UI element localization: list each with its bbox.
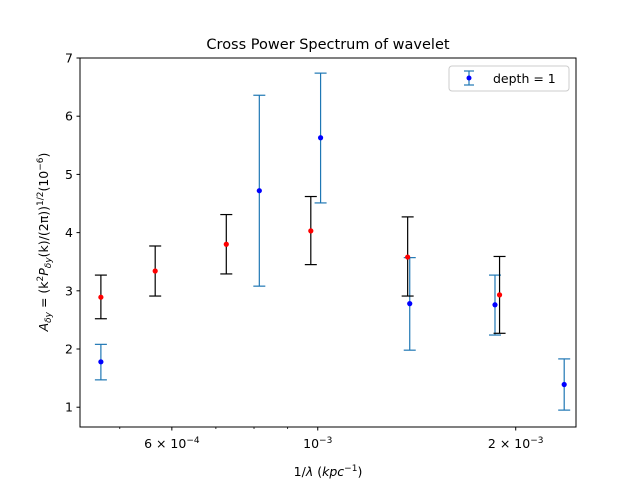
data-point [223,241,229,247]
series-1 [94,195,506,334]
y-tick-label: 2 [65,342,73,357]
legend-label: depth = 1 [493,71,556,86]
x-axis-label: 1/λ (kpc−1) [294,464,363,479]
series-0 [94,72,571,411]
x-tick-label: 6 × 10−4 [144,436,200,451]
data-point [98,359,104,365]
chart-title: Cross Power Spectrum of wavelet [206,37,449,53]
data-point [405,254,411,260]
y-tick-label: 5 [65,167,73,182]
data-point [561,381,567,388]
axes-frame [79,57,577,428]
x-tick-label: 2 × 10−3 [488,436,544,451]
y-tick-label: 3 [65,283,73,298]
data-point [407,301,413,307]
legend-box [448,65,570,92]
data-point [496,292,503,298]
data-point [98,294,104,300]
plot-area [79,57,577,428]
data-point [317,135,324,141]
y-axis-label: Aδy = (k2Pδy(k)/(2π))1/2(10−6) [36,153,54,333]
data-point [256,188,262,194]
data-point [492,302,498,308]
legend: depth = 1 [448,65,570,92]
data-point [308,228,314,234]
data-point [152,268,158,274]
legend-marker [466,75,472,81]
y-tick-label: 1 [65,400,73,415]
y-tick-label: 6 [65,109,73,124]
y-tick-label: 7 [65,51,73,66]
x-tick-label: 10−3 [303,436,332,451]
y-tick-label: 4 [65,225,73,240]
